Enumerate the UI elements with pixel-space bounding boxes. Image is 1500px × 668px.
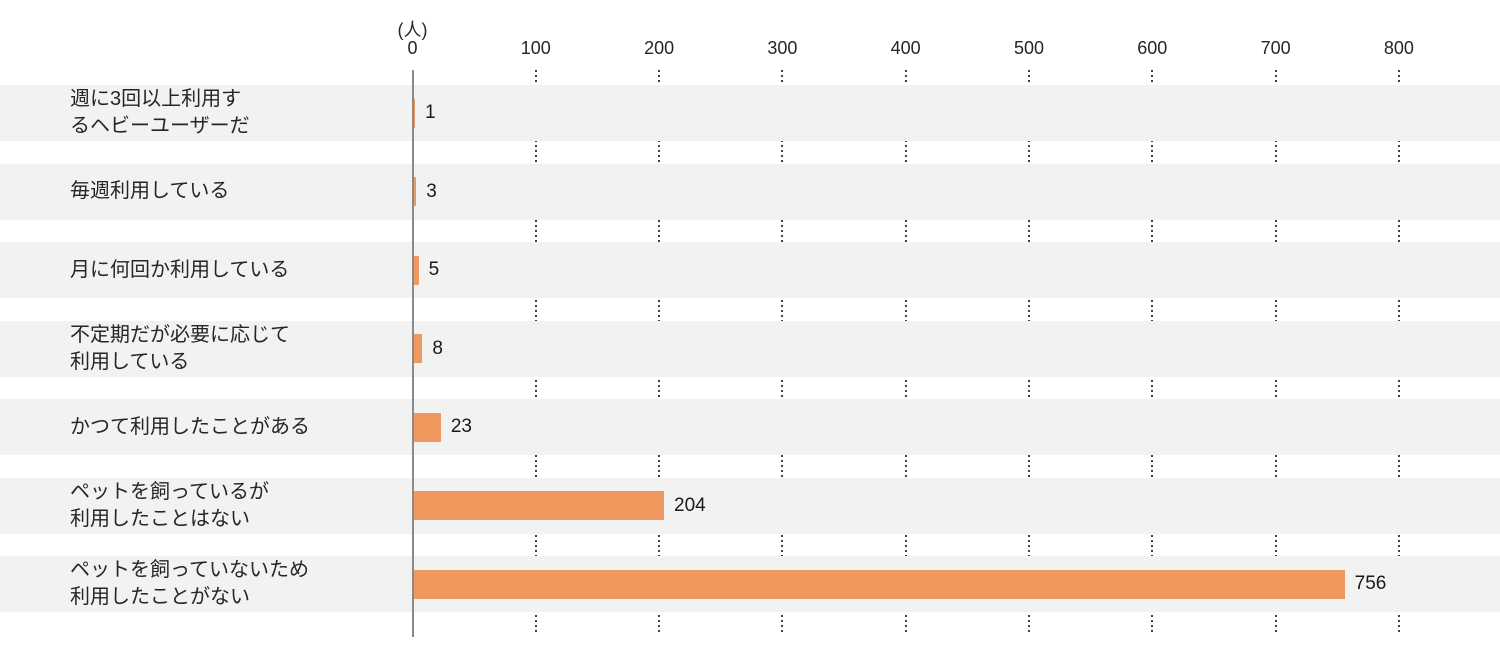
x-axis-tick-label: 500 bbox=[1013, 38, 1045, 58]
value-label: 204 bbox=[674, 494, 706, 516]
bar bbox=[412, 255, 419, 285]
category-label-line: ペットを飼っていないため bbox=[70, 559, 309, 581]
row-band bbox=[0, 85, 1500, 141]
category-label: 月に何回か利用している bbox=[70, 242, 400, 298]
y-axis-line bbox=[411, 70, 414, 637]
bar bbox=[412, 412, 441, 442]
value-label: 3 bbox=[426, 180, 437, 202]
axis-unit-label: (人) bbox=[397, 20, 428, 40]
category-label-line: 利用したことがない bbox=[70, 586, 250, 608]
category-label-line: るヘビーユーザーだ bbox=[70, 115, 250, 137]
value-label: 5 bbox=[428, 259, 440, 280]
category-label-line: ペットを飼っているが bbox=[70, 480, 269, 503]
x-axis-tick-label: 100 bbox=[520, 38, 551, 58]
category-label-line: 利用している bbox=[70, 350, 190, 373]
row-band bbox=[0, 399, 1500, 455]
x-axis-tick-label: 800 bbox=[1383, 38, 1414, 58]
category-label: 不定期だが必要に応じて 利用している bbox=[70, 321, 400, 377]
x-axis-tick-label: 400 bbox=[890, 38, 921, 58]
category-label-line: 週に3回以上利用す bbox=[70, 88, 242, 110]
x-axis-tick-label: 300 bbox=[767, 38, 798, 58]
value-label: 23 bbox=[450, 416, 472, 437]
category-label-line: かつて利用したことがある bbox=[70, 415, 310, 438]
category-label: 週に3回以上利用す るヘビーユーザーだ bbox=[70, 85, 400, 141]
row-band bbox=[0, 163, 1500, 220]
category-label: かつて利用したことがある bbox=[70, 399, 400, 455]
row-band bbox=[0, 320, 1500, 377]
value-label: 8 bbox=[432, 337, 443, 359]
category-label-line: 毎週利用している bbox=[70, 180, 230, 202]
bar bbox=[412, 491, 665, 520]
category-label: 毎週利用している bbox=[70, 164, 400, 220]
bar bbox=[412, 334, 423, 363]
category-label-line: 月に何回か利用している bbox=[70, 258, 290, 281]
x-axis-tick-label: 700 bbox=[1260, 38, 1291, 58]
x-axis-tick-label: 600 bbox=[1137, 38, 1168, 58]
row-band bbox=[0, 242, 1500, 298]
bar bbox=[412, 177, 417, 206]
value-label: 1 bbox=[425, 102, 436, 123]
bar bbox=[412, 98, 415, 128]
value-label: 756 bbox=[1354, 573, 1387, 594]
x-axis-tick-label: 0 bbox=[407, 38, 418, 58]
category-label: ペットを飼っているが 利用したことはない bbox=[70, 478, 400, 534]
category-label-line: 利用したことはない bbox=[70, 507, 250, 530]
category-label-line: 不定期だが必要に応じて bbox=[70, 323, 290, 346]
bar bbox=[412, 569, 1345, 599]
row-band bbox=[0, 477, 1500, 534]
x-axis-tick-label: 200 bbox=[644, 38, 675, 58]
category-label: ペットを飼っていないため 利用したことがない bbox=[70, 556, 400, 612]
